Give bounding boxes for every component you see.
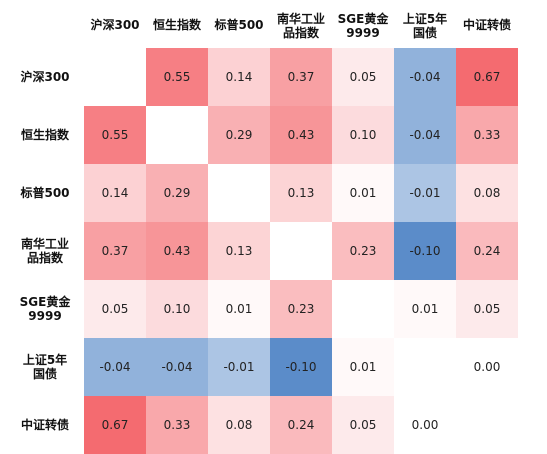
heatmap-cell: 0.14: [208, 48, 270, 106]
heatmap-cell: [208, 164, 270, 222]
correlation-heatmap: 沪深300 恒生指数 标普500 南华工业 品指数 SGE黄金 9999 上证5年 国债中…: [19, 12, 518, 454]
heatmap-cell: [270, 222, 332, 280]
row-label: 沪深300: [20, 70, 70, 84]
heatmap-cell: 0.10: [332, 106, 394, 164]
heatmap-cell: 0.10: [146, 280, 208, 338]
heatmap-cell: 0.01: [394, 280, 456, 338]
column-label: 上证5年 国债: [402, 12, 448, 40]
heatmap-cell: 0.08: [208, 396, 270, 454]
heatmap-cell: -0.04: [84, 338, 146, 396]
heatmap-cell: 0.05: [332, 396, 394, 454]
column-label: SGE黄金 9999: [337, 12, 389, 40]
heatmap-cell: -0.01: [394, 164, 456, 222]
heatmap-cell: 0.37: [270, 48, 332, 106]
heatmap-cell: 0.23: [270, 280, 332, 338]
heatmap-cell: 0.24: [270, 396, 332, 454]
heatmap-cell: 0.01: [208, 280, 270, 338]
heatmap-cell: 0.67: [84, 396, 146, 454]
heatmap-cell: -0.04: [394, 48, 456, 106]
column-label: 标普500: [214, 18, 264, 32]
heatmap-cell: -0.04: [146, 338, 208, 396]
heatmap-cell: -0.01: [208, 338, 270, 396]
heatmap-cell: 0.05: [332, 48, 394, 106]
heatmap-cell: 0.05: [84, 280, 146, 338]
column-label: 沪深300: [90, 18, 140, 32]
heatmap-cell: [332, 280, 394, 338]
heatmap-cell: 0.01: [332, 338, 394, 396]
column-label: 恒生指数: [152, 18, 201, 32]
heatmap-cell: 0.55: [146, 48, 208, 106]
heatmap-cell: 0.23: [332, 222, 394, 280]
heatmap-cell: 0.37: [84, 222, 146, 280]
heatmap-cell: [84, 48, 146, 106]
heatmap-cell: -0.10: [394, 222, 456, 280]
heatmap-cell: [394, 338, 456, 396]
heatmap-cell: 0.13: [208, 222, 270, 280]
heatmap-cell: 0.67: [456, 48, 518, 106]
heatmap-cell: 0.14: [84, 164, 146, 222]
heatmap-cell: 0.00: [394, 396, 456, 454]
heatmap-cell: 0.05: [456, 280, 518, 338]
heatmap-cell: -0.10: [270, 338, 332, 396]
heatmap-cell: 0.55: [84, 106, 146, 164]
row-label: 中证转债: [20, 418, 69, 432]
row-label: 上证5年 国债: [22, 353, 68, 381]
heatmap-cell: 0.43: [146, 222, 208, 280]
heatmap-cell: [456, 396, 518, 454]
heatmap-cell: 0.13: [270, 164, 332, 222]
heatmap-cell: 0.29: [208, 106, 270, 164]
column-label: 中证转债: [462, 18, 511, 32]
heatmap-cell: [146, 106, 208, 164]
heatmap-cell: 0.00: [456, 338, 518, 396]
heatmap-cell: -0.04: [394, 106, 456, 164]
row-label: 标普500: [20, 186, 70, 200]
row-label: SGE黄金 9999: [19, 295, 71, 323]
heatmap-cell: 0.43: [270, 106, 332, 164]
heatmap-cell: 0.24: [456, 222, 518, 280]
heatmap-cell: 0.01: [332, 164, 394, 222]
heatmap-cell: 0.29: [146, 164, 208, 222]
heatmap-cell: 0.33: [146, 396, 208, 454]
heatmap-cell: 0.08: [456, 164, 518, 222]
row-label: 南华工业 品指数: [20, 237, 69, 265]
column-label: 南华工业 品指数: [276, 12, 325, 40]
heatmap-cell: 0.33: [456, 106, 518, 164]
row-label: 恒生指数: [20, 128, 69, 142]
